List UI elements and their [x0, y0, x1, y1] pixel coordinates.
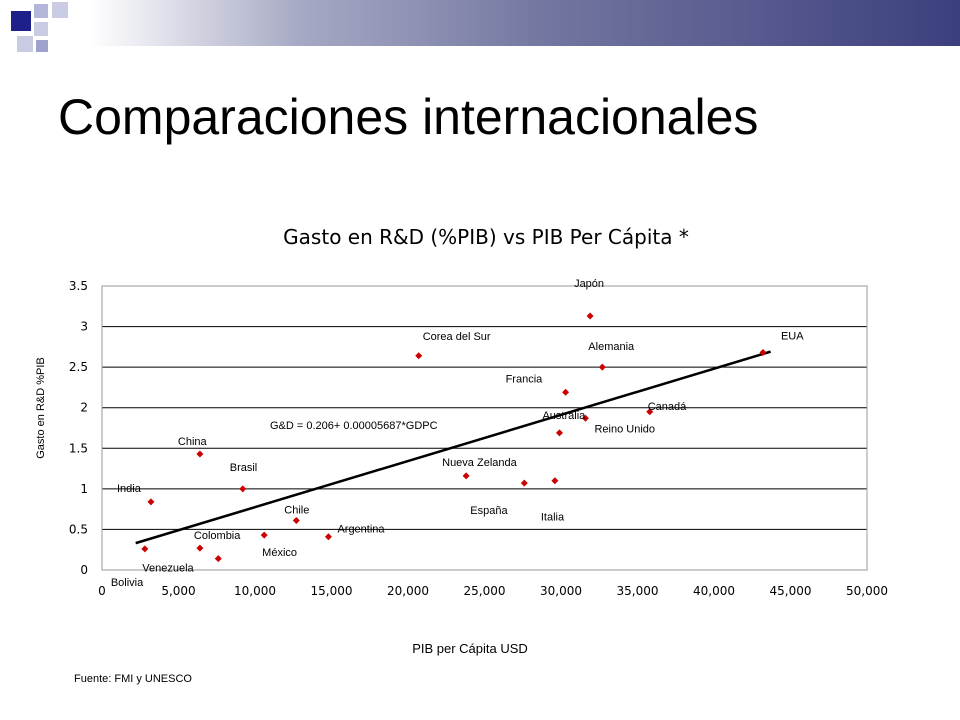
y-tick-label: 3.5 [69, 279, 88, 293]
x-tick-label: 35,000 [617, 584, 659, 598]
x-tick-label: 5,000 [161, 584, 195, 598]
point-label: Nueva Zelanda [442, 457, 517, 469]
point-marker [141, 545, 149, 553]
point-marker [196, 544, 204, 552]
x-tick-label: 0 [98, 584, 106, 598]
trend-equation: G&D = 0.206+ 0.00005687*GDPC [270, 420, 438, 432]
data-point: Corea del Sur [415, 331, 491, 360]
y-axis-label: Gasto en R&D %PIB [35, 357, 47, 459]
x-tick-label: 15,000 [311, 584, 353, 598]
y-axis-ticks: 0 0.5 1 1.5 2 2.5 3 3.5 [69, 279, 88, 577]
point-label: Chile [284, 505, 309, 517]
plot-area-border [101, 285, 868, 571]
data-point: China [178, 436, 208, 458]
x-tick-label: 40,000 [693, 584, 735, 598]
trend-line [135, 350, 771, 545]
x-tick-label: 30,000 [540, 584, 582, 598]
y-tick-label: 0.5 [69, 522, 88, 536]
data-point: Francia [506, 373, 570, 396]
x-tick-label: 10,000 [234, 584, 276, 598]
point-marker [551, 477, 559, 485]
gridlines [102, 326, 867, 530]
point-marker [147, 498, 155, 506]
y-tick-label: 1 [80, 482, 88, 496]
y-tick-label: 2.5 [69, 360, 88, 374]
point-label: Corea del Sur [423, 331, 491, 343]
point-label: Japón [574, 278, 604, 290]
point-marker [646, 408, 654, 416]
data-point: Italia [541, 477, 565, 524]
point-marker [324, 533, 332, 541]
point-label: Francia [506, 373, 544, 385]
point-label: Italia [541, 512, 565, 524]
x-tick-label: 45,000 [770, 584, 812, 598]
data-point: Australia [542, 410, 586, 437]
x-tick-label: 20,000 [387, 584, 429, 598]
slide-title: Comparaciones internacionales [58, 89, 759, 145]
point-marker [415, 352, 423, 360]
data-point: Chile [284, 505, 309, 525]
point-marker [759, 349, 767, 357]
point-label: México [262, 547, 297, 559]
data-point: Colombia [194, 530, 241, 552]
data-point: Japón [574, 278, 604, 320]
data-point: Nueva Zelanda [442, 457, 518, 480]
point-label: Colombia [194, 530, 241, 542]
data-point: Bolivia [111, 545, 149, 589]
point-marker [586, 312, 594, 320]
point-marker [581, 414, 589, 422]
point-label: Argentina [337, 524, 385, 536]
point-marker [520, 479, 528, 487]
data-point: Venezuela [142, 555, 222, 575]
data-point: México [260, 531, 297, 559]
data-point: Brasil [230, 462, 258, 493]
point-marker [555, 429, 563, 437]
point-marker [562, 388, 570, 396]
x-tick-label: 25,000 [464, 584, 506, 598]
point-marker [196, 450, 204, 458]
header-gradient-bar [0, 0, 960, 46]
point-label: Canadá [648, 401, 687, 413]
data-point: Argentina [324, 524, 385, 541]
y-tick-label: 0 [80, 563, 88, 577]
point-marker [214, 555, 222, 563]
y-tick-label: 1.5 [69, 441, 88, 455]
x-axis-ticks: 0 5,000 10,000 15,000 20,000 25,000 30,000 35,0… [98, 584, 888, 598]
point-label: Bolivia [111, 577, 144, 589]
point-marker [292, 517, 300, 525]
point-label: India [117, 483, 142, 495]
point-marker [239, 485, 247, 493]
point-label: Alemania [588, 341, 635, 353]
point-label: Reino Unido [594, 423, 655, 435]
data-point: India [117, 483, 155, 506]
x-axis-label: PIB per Cápita USD [412, 641, 528, 656]
point-label: Brasil [230, 462, 258, 474]
point-label: Australia [542, 410, 586, 422]
data-point: EUA [759, 331, 804, 357]
point-marker [462, 472, 470, 480]
data-point: Canadá [646, 401, 687, 416]
data-points: Japón EUA Corea del Sur Alemania Francia Cana… [111, 278, 804, 589]
point-marker [598, 363, 606, 371]
source-note: Fuente: FMI y UNESCO [74, 673, 192, 685]
point-label: EUA [781, 331, 804, 343]
point-label: Venezuela [142, 563, 194, 575]
chart-title: Gasto en R&D (%PIB) vs PIB Per Cápita * [283, 225, 689, 249]
y-tick-label: 3 [80, 320, 88, 334]
data-point: Reino Unido [581, 414, 655, 435]
point-label: China [178, 436, 208, 448]
y-tick-label: 2 [80, 401, 88, 415]
point-marker [260, 531, 268, 539]
x-tick-label: 50,000 [846, 584, 888, 598]
data-point: Alemania [588, 341, 635, 371]
data-point: España [470, 479, 528, 517]
point-label: España [470, 505, 508, 517]
